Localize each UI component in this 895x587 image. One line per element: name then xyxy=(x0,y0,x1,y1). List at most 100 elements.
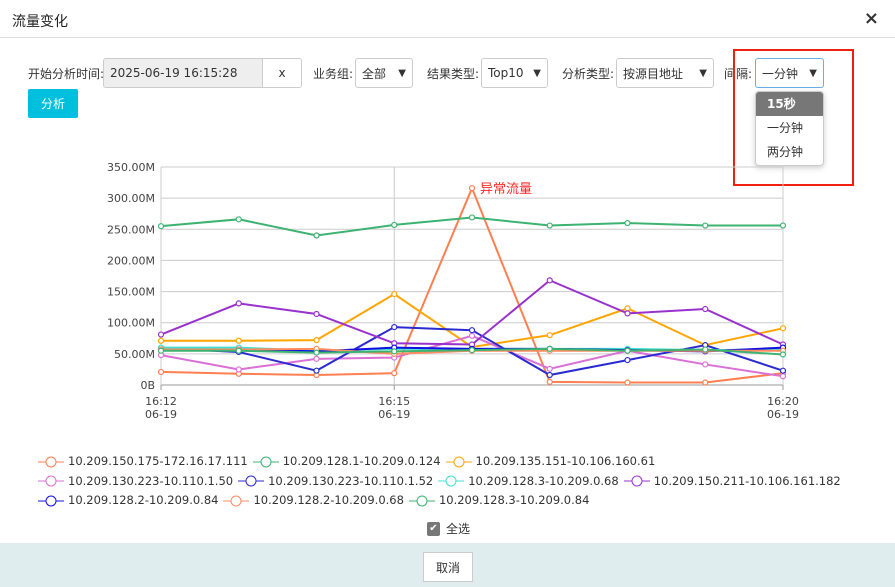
legend-item[interactable]: 10.209.150.211-10.106.161.182 xyxy=(623,473,841,490)
analysis-type-select[interactable]: 按源目地址 ▼ xyxy=(616,58,714,88)
start-time-value: 2025-06-19 16:15:28 xyxy=(110,66,238,80)
chevron-down-icon: ▼ xyxy=(398,67,406,79)
chevron-down-icon: ▼ xyxy=(699,67,707,79)
interval-value: 一分钟 xyxy=(762,66,799,81)
y-tick-label: 0B xyxy=(140,379,155,392)
data-point xyxy=(391,323,398,331)
chart-legend: 10.209.150.175-172.16.17.111 10.209.128.1… xyxy=(38,453,858,512)
data-point xyxy=(624,356,631,364)
data-point xyxy=(391,290,398,298)
data-point xyxy=(546,277,553,284)
y-tick-label: 100.00M xyxy=(107,317,155,330)
data-point xyxy=(468,347,476,354)
legend-item[interactable]: 10.209.128.1-10.209.0.124 xyxy=(252,453,441,470)
data-point xyxy=(546,378,553,385)
data-point xyxy=(624,219,631,227)
data-point xyxy=(157,223,165,230)
start-time-input[interactable]: 2025-06-19 16:15:28 xyxy=(103,58,263,88)
interval-option[interactable]: 一分钟 xyxy=(767,121,804,135)
legend-label: 10.209.150.175-172.16.17.111 xyxy=(68,454,248,468)
interval-dropdown: 15秒 一分钟 两分钟 xyxy=(755,91,824,166)
group-label: 业务组: xyxy=(313,67,354,81)
x-tick-date: 06-19 xyxy=(145,408,177,421)
legend-marker-icon xyxy=(238,475,265,487)
data-point xyxy=(235,300,242,307)
result-type-select[interactable]: Top10 ▼ xyxy=(481,58,548,88)
analysis-type-label: 分析类型: xyxy=(562,67,615,81)
data-point xyxy=(313,355,320,362)
legend-item[interactable]: 10.209.128.2-10.209.0.84 xyxy=(38,492,218,509)
legend-item[interactable]: 10.209.130.223-10.110.1.52 xyxy=(238,473,433,490)
close-icon[interactable]: × xyxy=(863,8,879,29)
legend-item[interactable]: 10.209.130.223-10.110.1.50 xyxy=(38,473,233,490)
y-tick-label: 50.00M xyxy=(114,348,155,361)
x-tick-date: 06-19 xyxy=(378,408,410,421)
interval-option[interactable]: 15秒 xyxy=(756,92,823,116)
data-point xyxy=(624,305,631,312)
legend-item[interactable]: 10.209.135.151-10.106.160.61 xyxy=(445,453,655,470)
y-tick-label: 350.00M xyxy=(107,161,155,174)
x-tick-date: 06-19 xyxy=(767,408,799,421)
data-point xyxy=(157,347,165,354)
analyze-button[interactable]: 分析 xyxy=(28,89,78,118)
data-point xyxy=(157,368,165,376)
select-all-label: 全选 xyxy=(446,522,471,536)
legend-marker-icon xyxy=(38,456,64,467)
data-point xyxy=(157,331,165,338)
dialog-title: 流量变化 xyxy=(12,14,68,30)
result-type-value: Top10 xyxy=(488,66,524,80)
data-point xyxy=(468,214,476,221)
data-point xyxy=(235,337,242,344)
chevron-down-icon: ▼ xyxy=(533,67,541,79)
legend-label: 10.209.130.223-10.110.1.50 xyxy=(68,473,234,488)
select-all-checkbox[interactable]: ✔ 全选 xyxy=(427,520,470,537)
anomaly-annotation: 异常流量 xyxy=(480,182,532,197)
legend-label: 10.209.128.2-10.209.0.68 xyxy=(253,493,404,507)
interval-select[interactable]: 一分钟 ▼ xyxy=(755,58,824,88)
legend-item[interactable]: 10.209.150.175-172.16.17.111 xyxy=(38,453,248,470)
x-tick-label: 16:12 xyxy=(145,395,177,408)
data-point xyxy=(624,310,631,317)
analysis-type-value: 按源目地址 xyxy=(623,66,684,81)
data-point xyxy=(468,327,476,334)
legend-label: 10.209.128.3-10.209.0.68 xyxy=(468,473,619,488)
legend-item[interactable]: 10.209.128.3-10.209.0.68 xyxy=(438,473,619,490)
data-point xyxy=(702,346,709,353)
legend-marker-icon xyxy=(38,495,64,506)
checkbox-icon: ✔ xyxy=(427,521,440,536)
start-time-label: 开始分析时间: xyxy=(28,67,105,81)
result-type-label: 结果类型: xyxy=(427,67,480,81)
group-value: 全部 xyxy=(362,66,387,81)
data-point xyxy=(313,367,320,374)
data-point xyxy=(313,310,320,318)
interval-label: 间隔: xyxy=(724,67,753,81)
cancel-button[interactable]: 取消 xyxy=(423,552,473,582)
data-point xyxy=(468,185,476,192)
series-line xyxy=(161,292,784,349)
legend-marker-icon xyxy=(408,495,435,506)
legend-item[interactable]: 10.209.128.2-10.209.0.68 xyxy=(223,492,404,509)
data-point xyxy=(546,222,553,229)
data-point xyxy=(779,373,787,380)
data-point xyxy=(546,365,553,372)
data-point xyxy=(779,367,787,374)
data-point xyxy=(546,371,553,379)
data-point xyxy=(779,222,787,229)
group-select[interactable]: 全部 ▼ xyxy=(355,58,413,88)
x-tick-label: 16:15 xyxy=(378,395,410,408)
dialog-header: 流量变化 × xyxy=(0,0,895,38)
legend-label: 10.209.128.1-10.209.0.124 xyxy=(282,454,441,468)
legend-item[interactable]: 10.209.128.3-10.209.0.84 xyxy=(408,492,589,509)
data-point xyxy=(624,347,631,354)
data-point xyxy=(779,351,787,358)
data-point xyxy=(702,361,709,368)
legend-label: 10.209.150.211-10.106.161.182 xyxy=(653,473,841,488)
data-point xyxy=(235,216,242,223)
data-point xyxy=(702,222,709,229)
clear-time-button[interactable]: x xyxy=(262,58,302,88)
data-point xyxy=(468,332,476,339)
data-point xyxy=(546,345,553,352)
data-point xyxy=(313,232,320,239)
interval-option[interactable]: 两分钟 xyxy=(767,145,804,159)
y-tick-label: 150.00M xyxy=(107,286,155,299)
